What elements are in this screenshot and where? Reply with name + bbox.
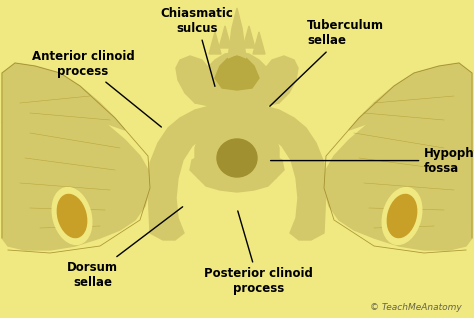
Polygon shape bbox=[2, 63, 125, 130]
Ellipse shape bbox=[208, 130, 266, 182]
Polygon shape bbox=[2, 88, 150, 250]
Polygon shape bbox=[243, 26, 255, 48]
Polygon shape bbox=[215, 56, 259, 90]
Ellipse shape bbox=[57, 194, 87, 238]
Ellipse shape bbox=[52, 188, 92, 245]
Polygon shape bbox=[195, 52, 279, 106]
Text: Posterior clinoid
process: Posterior clinoid process bbox=[204, 211, 313, 295]
Polygon shape bbox=[195, 116, 279, 192]
Polygon shape bbox=[219, 26, 231, 48]
Polygon shape bbox=[228, 8, 246, 58]
Polygon shape bbox=[324, 88, 472, 250]
Polygon shape bbox=[209, 32, 221, 54]
Ellipse shape bbox=[387, 194, 417, 238]
Polygon shape bbox=[349, 63, 472, 130]
Polygon shape bbox=[190, 156, 214, 178]
Polygon shape bbox=[231, 24, 243, 46]
Polygon shape bbox=[262, 56, 298, 103]
Polygon shape bbox=[148, 103, 237, 240]
Text: Tuberculum
sellae: Tuberculum sellae bbox=[270, 19, 384, 106]
Polygon shape bbox=[237, 103, 326, 240]
Text: © TeachMeAnatomy: © TeachMeAnatomy bbox=[370, 303, 462, 312]
Text: Chiasmatic
sulcus: Chiasmatic sulcus bbox=[160, 7, 233, 86]
Polygon shape bbox=[176, 56, 212, 103]
Polygon shape bbox=[260, 156, 284, 178]
Ellipse shape bbox=[217, 139, 257, 177]
Text: Dorsum
sellae: Dorsum sellae bbox=[67, 207, 182, 289]
Text: Hypophysial
fossa: Hypophysial fossa bbox=[271, 147, 474, 175]
Ellipse shape bbox=[197, 117, 277, 189]
Polygon shape bbox=[253, 32, 265, 54]
Text: Anterior clinoid
process: Anterior clinoid process bbox=[32, 50, 161, 127]
Ellipse shape bbox=[382, 188, 422, 245]
